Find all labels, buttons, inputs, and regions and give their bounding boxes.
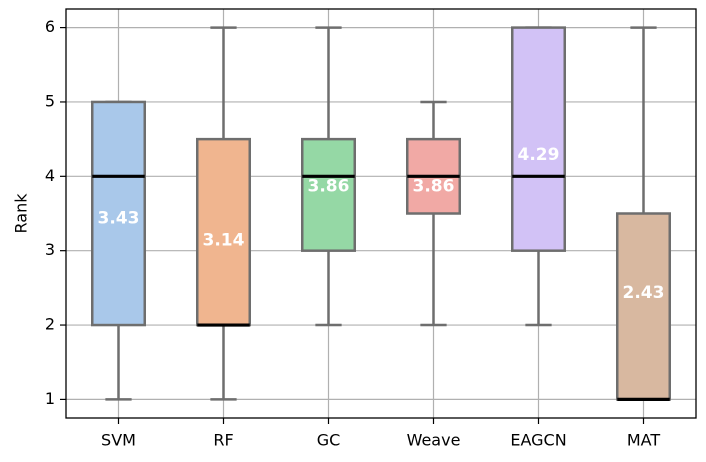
y-tick-label: 1: [45, 389, 55, 408]
x-tick-label-mat: MAT: [627, 431, 661, 450]
box-svm: [91, 100, 146, 327]
x-tick-label-weave: Weave: [407, 431, 461, 450]
mean-label-rf: 3.14: [203, 230, 245, 250]
mean-label-weave: 3.86: [413, 177, 455, 197]
mean-label-mat: 2.43: [623, 283, 665, 303]
box-rf: [196, 137, 251, 327]
plot-frame: [65, 8, 697, 419]
box-gc: [301, 137, 356, 252]
y-tick-label: 3: [45, 240, 55, 259]
x-tick-label-rf: RF: [213, 431, 233, 450]
y-axis-label: Rank: [12, 193, 31, 234]
y-tick-label: 2: [45, 315, 55, 334]
x-tick-label-svm: SVM: [101, 431, 136, 450]
mean-label-gc: 3.86: [308, 177, 350, 197]
x-tick-label-gc: GC: [317, 431, 341, 450]
x-tick-label-eagcn: EAGCN: [510, 431, 566, 450]
y-tick-label: 6: [45, 17, 55, 36]
mean-label-eagcn: 4.29: [518, 145, 560, 165]
box-eagcn: [511, 26, 566, 252]
box-mat: [616, 212, 671, 401]
mean-label-svm: 3.43: [98, 209, 140, 229]
y-tick-label: 5: [45, 91, 55, 110]
y-tick-label: 4: [45, 166, 55, 185]
